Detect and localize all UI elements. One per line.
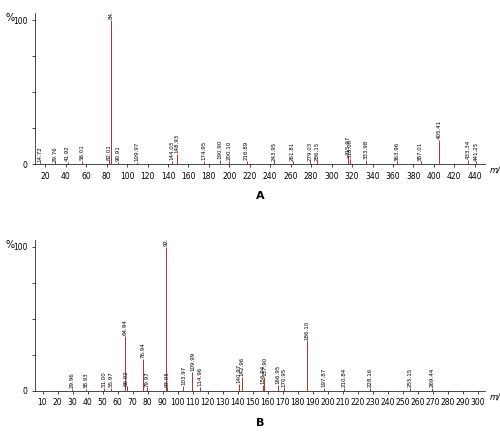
Text: 157.90: 157.90: [262, 357, 267, 376]
Text: 333.98: 333.98: [364, 140, 369, 159]
Text: 216.89: 216.89: [244, 141, 249, 161]
Text: 255.15: 255.15: [408, 368, 412, 387]
Text: 197.87: 197.87: [322, 368, 327, 387]
Text: 405.41: 405.41: [437, 120, 442, 139]
Text: 109.97: 109.97: [134, 142, 140, 161]
Text: 170.95: 170.95: [282, 368, 286, 387]
Text: 261.81: 261.81: [290, 141, 295, 161]
Text: 29.96: 29.96: [70, 372, 75, 388]
Text: %: %: [6, 240, 15, 250]
Text: 14.72: 14.72: [38, 146, 43, 161]
Text: 190.90: 190.90: [218, 140, 222, 159]
Text: 84.10: 84.10: [108, 4, 114, 20]
Text: 156.94: 156.94: [260, 365, 266, 384]
Text: 79.97: 79.97: [145, 371, 150, 387]
Text: 363.96: 363.96: [394, 141, 400, 161]
Text: 148.93: 148.93: [174, 134, 180, 153]
Text: m/z: m/z: [490, 392, 500, 401]
Text: 315.97: 315.97: [346, 136, 350, 155]
Text: 41.92: 41.92: [65, 145, 70, 161]
Text: 93.05: 93.05: [164, 371, 170, 387]
Text: 210.84: 210.84: [342, 368, 346, 387]
Text: 29.76: 29.76: [52, 146, 58, 161]
Text: 269.44: 269.44: [429, 368, 434, 387]
Text: 186.10: 186.10: [304, 320, 309, 339]
Text: m/z: m/z: [490, 165, 500, 174]
Text: 228.16: 228.16: [367, 368, 372, 387]
Text: 92.10: 92.10: [163, 230, 168, 246]
Text: 55.97: 55.97: [109, 372, 114, 387]
Text: 142.96: 142.96: [240, 357, 244, 376]
Text: 76.94: 76.94: [140, 342, 145, 358]
Text: 82.01: 82.01: [106, 144, 111, 160]
Text: A: A: [256, 191, 264, 201]
Text: B: B: [256, 418, 264, 428]
Text: 200.10: 200.10: [227, 141, 232, 161]
Text: 90.91: 90.91: [115, 145, 120, 161]
Text: 166.95: 166.95: [276, 365, 280, 384]
Text: 38.93: 38.93: [84, 372, 88, 388]
Text: 286.15: 286.15: [315, 141, 320, 161]
Text: 140.97: 140.97: [236, 364, 242, 383]
Text: 243.95: 243.95: [272, 141, 277, 161]
Text: 387.01: 387.01: [418, 141, 423, 161]
Text: 144.03: 144.03: [170, 141, 174, 161]
Text: 279.03: 279.03: [308, 141, 312, 161]
Text: 64.94: 64.94: [122, 319, 128, 335]
Text: 51.00: 51.00: [102, 372, 106, 387]
Text: 109.99: 109.99: [190, 352, 195, 371]
Text: 174.95: 174.95: [201, 141, 206, 161]
Text: 66.02: 66.02: [124, 370, 129, 385]
Text: 114.96: 114.96: [198, 367, 202, 386]
Text: 318.00: 318.00: [348, 139, 352, 158]
Text: 56.01: 56.01: [80, 145, 84, 161]
Text: %: %: [6, 13, 15, 23]
Text: 441.25: 441.25: [474, 141, 478, 161]
Text: 103.97: 103.97: [181, 365, 186, 385]
Text: 433.34: 433.34: [466, 140, 470, 159]
